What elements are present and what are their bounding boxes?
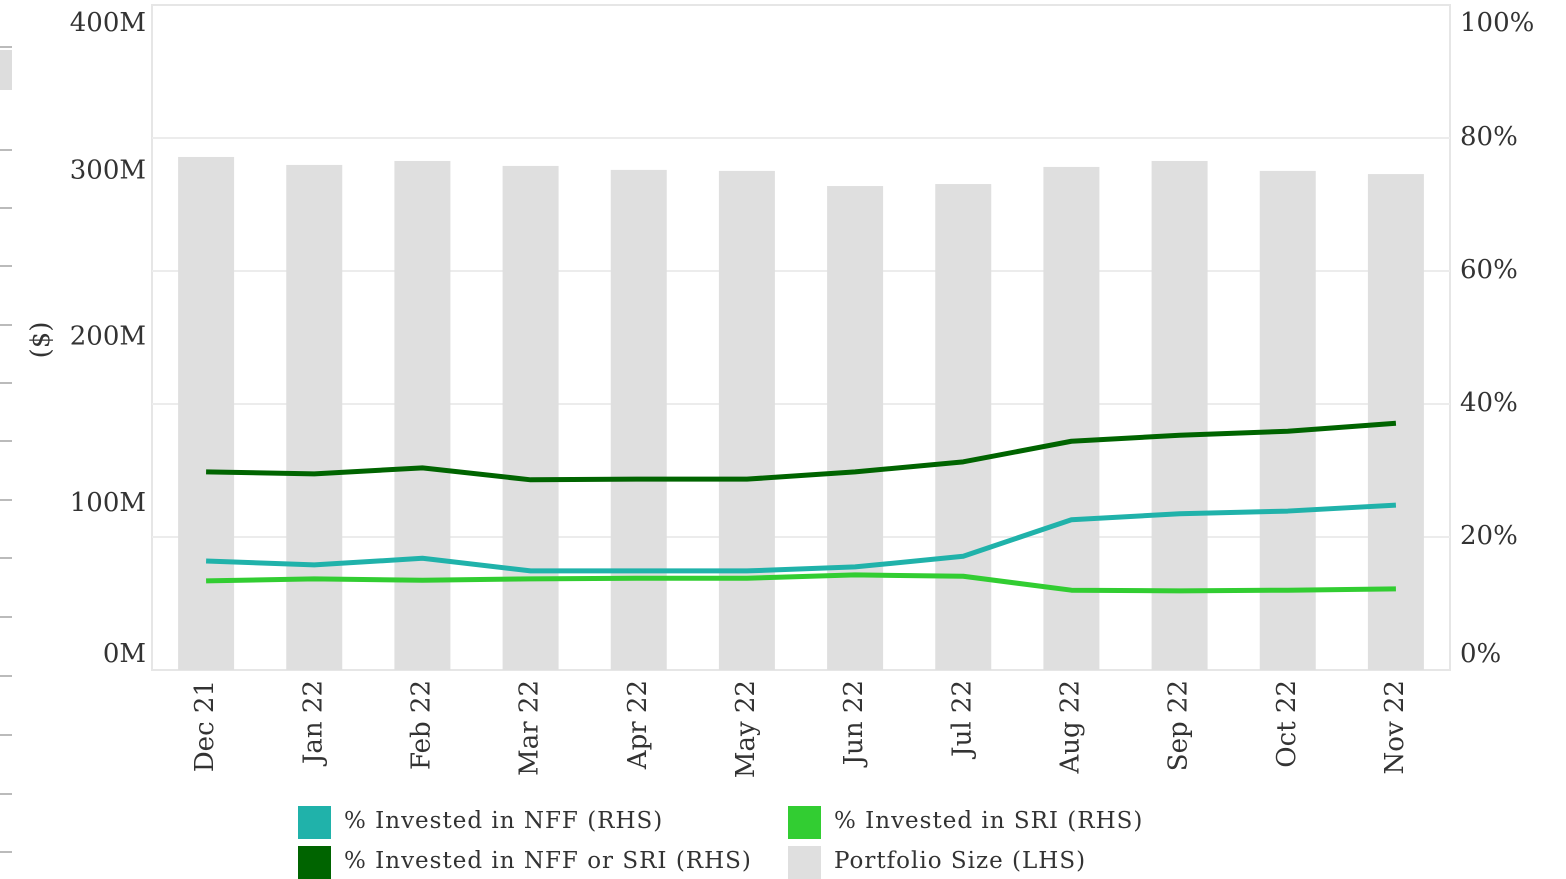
y2-tick-label: 20% — [1460, 521, 1518, 551]
legend-label: % Invested in NFF or SRI (RHS) — [344, 848, 752, 874]
x-tick-label: Aug 22 — [1055, 680, 1085, 775]
legend-swatch — [298, 846, 331, 879]
bar — [610, 169, 667, 671]
x-tick-label: Sep 22 — [1164, 680, 1194, 771]
x-tick-label: May 22 — [731, 680, 761, 778]
line — [206, 420, 1397, 483]
x-tick-label: Jun 22 — [839, 680, 869, 768]
y-tick-label: 200M — [70, 322, 146, 352]
legend-label: Portfolio Size (LHS) — [834, 848, 1086, 874]
x-tick-label: Jan 22 — [298, 680, 328, 767]
y2-tick-label: 0% — [1460, 639, 1501, 669]
legend-swatch — [788, 846, 821, 879]
bar — [286, 164, 343, 670]
line — [206, 572, 1396, 594]
legend-label: % Invested in NFF (RHS) — [344, 808, 663, 834]
x-tick-label: Feb 22 — [406, 680, 436, 770]
bar — [1367, 174, 1424, 671]
bar — [394, 160, 451, 670]
y2-tick-label: 60% — [1460, 255, 1518, 285]
bar — [935, 184, 992, 670]
x-tick-label: Nov 22 — [1380, 680, 1410, 774]
bar — [178, 156, 235, 670]
legend-swatch — [788, 806, 821, 839]
x-tick-label: Apr 22 — [623, 680, 653, 770]
bar — [1043, 166, 1100, 671]
bar — [827, 186, 884, 670]
plot-border — [151, 4, 1451, 671]
y2-tick-label: 100% — [1460, 8, 1534, 38]
line — [205, 502, 1397, 574]
bar — [1151, 160, 1208, 670]
legend-swatch — [298, 806, 331, 839]
x-tick-label: Oct 22 — [1272, 680, 1302, 768]
x-tick-label: Jul 22 — [947, 680, 977, 760]
y2-tick-label: 40% — [1460, 388, 1518, 418]
bar — [1259, 170, 1316, 671]
legend-label: % Invested in SRI (RHS) — [834, 808, 1143, 834]
y-tick-label: 400M — [70, 8, 146, 38]
y-axis-label: ($) — [26, 322, 56, 359]
bar — [718, 170, 775, 671]
x-tick-label: Mar 22 — [515, 680, 545, 776]
left-decoration — [0, 46, 12, 853]
y-tick-label: 100M — [70, 488, 146, 518]
x-tick-label: Dec 21 — [190, 680, 220, 772]
y-tick-label: 300M — [70, 155, 146, 185]
y2-tick-label: 80% — [1460, 122, 1518, 152]
y-tick-label: 0M — [103, 639, 146, 669]
bar — [502, 165, 559, 670]
